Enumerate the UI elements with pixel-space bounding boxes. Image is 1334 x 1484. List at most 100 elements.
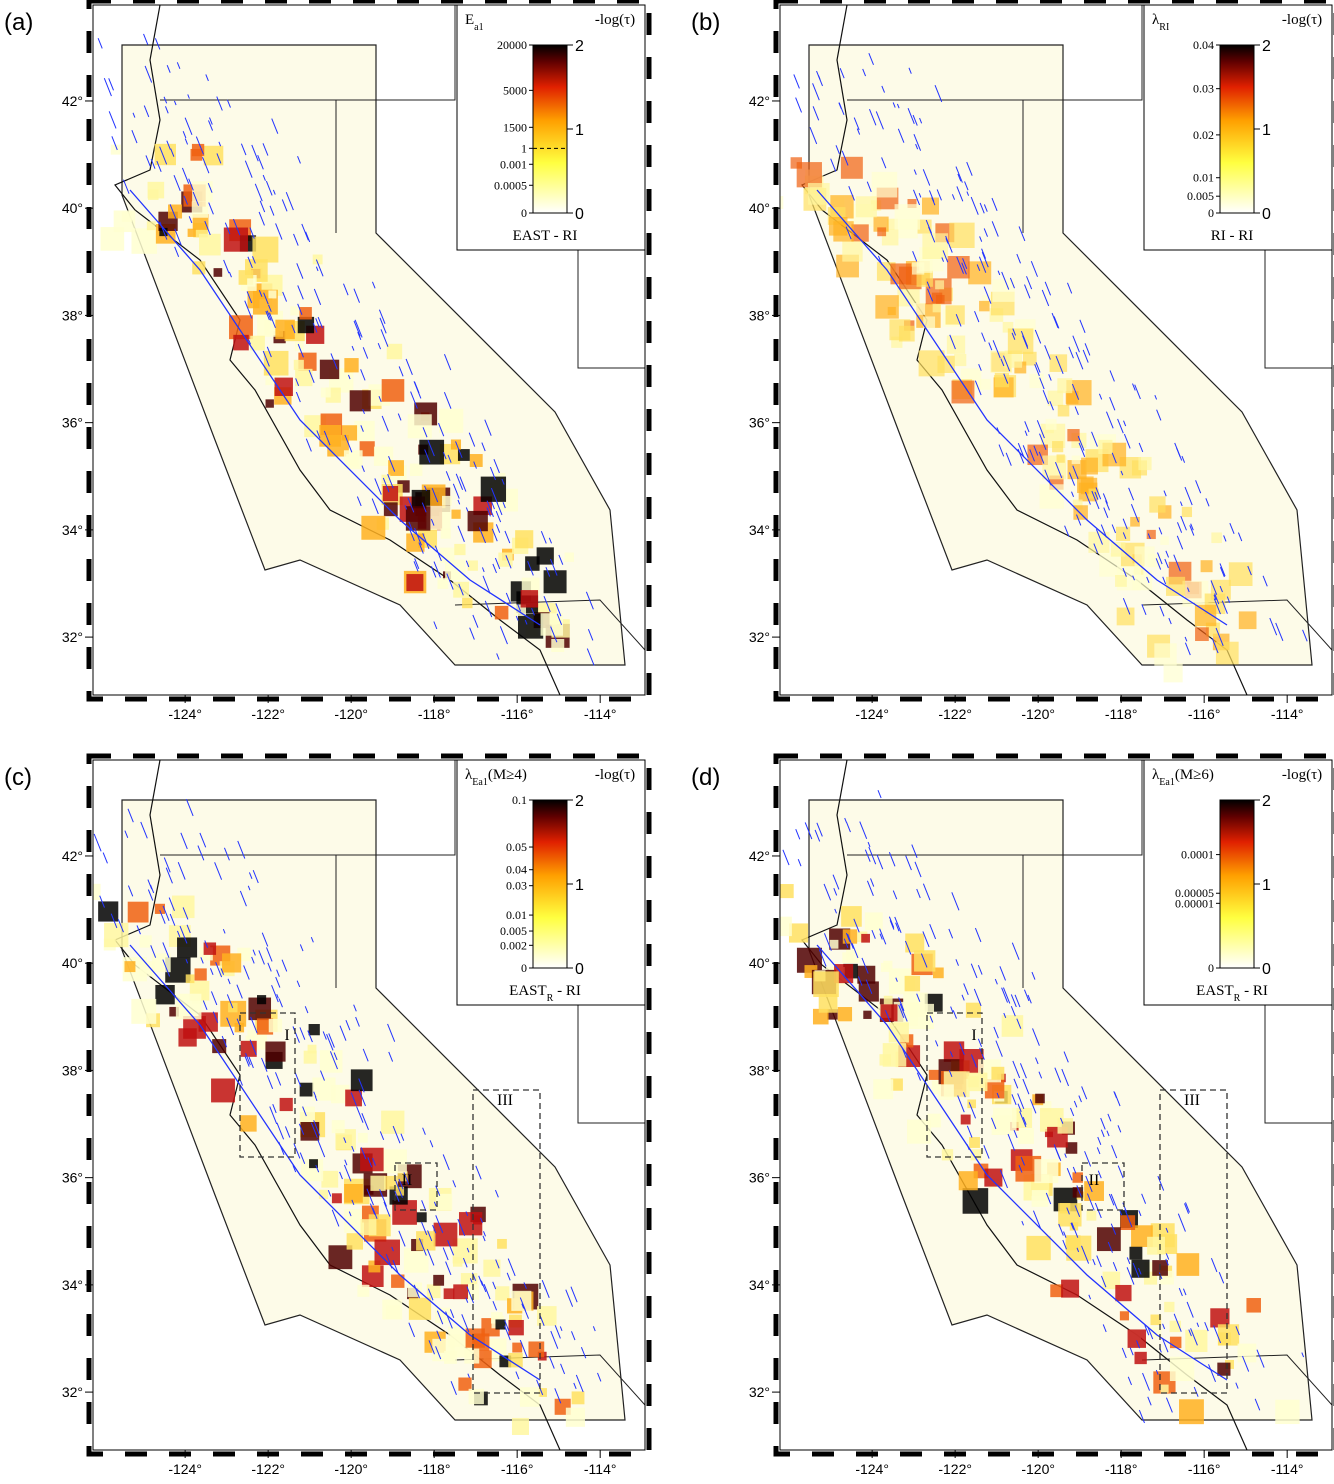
- fault: [1196, 1322, 1200, 1327]
- fault: [565, 1289, 574, 1307]
- heat-cell: [520, 590, 539, 608]
- fault: [323, 430, 331, 446]
- fault: [305, 438, 312, 452]
- fault: [983, 228, 988, 237]
- heat-cell: [1150, 1326, 1162, 1338]
- fault: [922, 883, 931, 901]
- fault: [261, 932, 269, 947]
- heat-cell: [907, 198, 917, 209]
- fault: [1106, 1130, 1110, 1137]
- fault: [912, 251, 918, 262]
- fault: [1064, 1153, 1067, 1158]
- fault: [1173, 554, 1181, 572]
- fault: [315, 318, 320, 328]
- fault: [1164, 558, 1169, 569]
- fault: [426, 1248, 435, 1266]
- lon-tick-label: -116°: [1188, 706, 1221, 722]
- fault: [297, 155, 301, 164]
- fault: [1223, 535, 1227, 542]
- heat-cell: [861, 933, 870, 943]
- heat-cell: [788, 923, 809, 943]
- heat-cell: [240, 1115, 257, 1132]
- fault: [1165, 1253, 1170, 1260]
- fault: [435, 1346, 442, 1360]
- fault: [936, 189, 942, 201]
- fault: [571, 1331, 576, 1341]
- fault: [162, 905, 170, 922]
- region-box-label: III: [1184, 1092, 1200, 1109]
- fault: [1021, 1220, 1025, 1226]
- fault: [209, 968, 214, 975]
- fault: [262, 174, 266, 181]
- fault: [1068, 472, 1076, 486]
- fault: [380, 329, 389, 347]
- fault: [548, 537, 552, 544]
- fault: [1186, 1301, 1194, 1318]
- fault: [1107, 1113, 1112, 1122]
- fault: [1262, 575, 1268, 587]
- fault: [197, 845, 205, 861]
- colorbar-value-label: 0.001: [500, 157, 527, 171]
- fault: [263, 292, 269, 305]
- fault: [143, 33, 149, 45]
- fault: [1229, 522, 1235, 534]
- fault: [442, 1154, 450, 1171]
- fault: [870, 878, 875, 887]
- heat-cell: [451, 509, 461, 519]
- heat-cell: [954, 353, 967, 367]
- fault: [222, 928, 226, 934]
- map-frame: [92, 759, 646, 1451]
- fault: [809, 127, 818, 145]
- fault: [560, 1363, 566, 1375]
- fault: [296, 980, 301, 988]
- colorbar-scale-label: -log(τ): [595, 767, 635, 783]
- fault: [353, 288, 360, 303]
- heat-cell: [319, 425, 342, 447]
- fault: [1067, 282, 1073, 294]
- fault: [575, 1374, 584, 1393]
- heat-cell: [198, 1012, 218, 1032]
- fault: [1174, 442, 1183, 461]
- heat-cell: [780, 196, 784, 209]
- fault: [1210, 580, 1218, 595]
- fault: [467, 1373, 470, 1378]
- fault: [898, 1004, 905, 1018]
- fault: [908, 67, 912, 74]
- fault: [1124, 1209, 1133, 1228]
- fault: [430, 518, 435, 526]
- fault: [857, 976, 863, 986]
- fault: [1054, 1147, 1061, 1160]
- fault: [945, 238, 949, 244]
- fault: [918, 192, 922, 198]
- fault: [1126, 1267, 1135, 1285]
- fault: [1070, 1107, 1075, 1117]
- fault: [427, 439, 435, 457]
- fault: [550, 558, 558, 576]
- fault: [861, 957, 869, 974]
- heat-cell: [1246, 1298, 1261, 1313]
- lon-tick-label: -114°: [584, 706, 617, 722]
- fault: [540, 530, 547, 544]
- fault: [1111, 452, 1117, 464]
- fault: [366, 1188, 374, 1206]
- region-box-label: II: [402, 1172, 413, 1189]
- heat-cell: [495, 1286, 510, 1301]
- fault: [435, 1185, 441, 1196]
- lat-tick-label: 32°: [749, 629, 770, 645]
- heat-cell: [370, 1175, 386, 1191]
- fault: [328, 1033, 335, 1048]
- heat-cell: [512, 1342, 523, 1353]
- fault: [486, 500, 494, 518]
- fault: [1110, 1193, 1118, 1210]
- fault: [926, 281, 931, 289]
- fault: [209, 117, 213, 125]
- colorbar: [532, 799, 568, 969]
- fault: [102, 852, 108, 864]
- fault: [443, 392, 452, 409]
- colorbar-scale-tick-label: 1: [575, 122, 584, 139]
- heat-cell: [863, 1010, 872, 1019]
- heat-cell: [1215, 641, 1239, 665]
- fault: [418, 1238, 427, 1256]
- fault: [244, 1055, 250, 1067]
- heat-cell: [416, 1231, 436, 1251]
